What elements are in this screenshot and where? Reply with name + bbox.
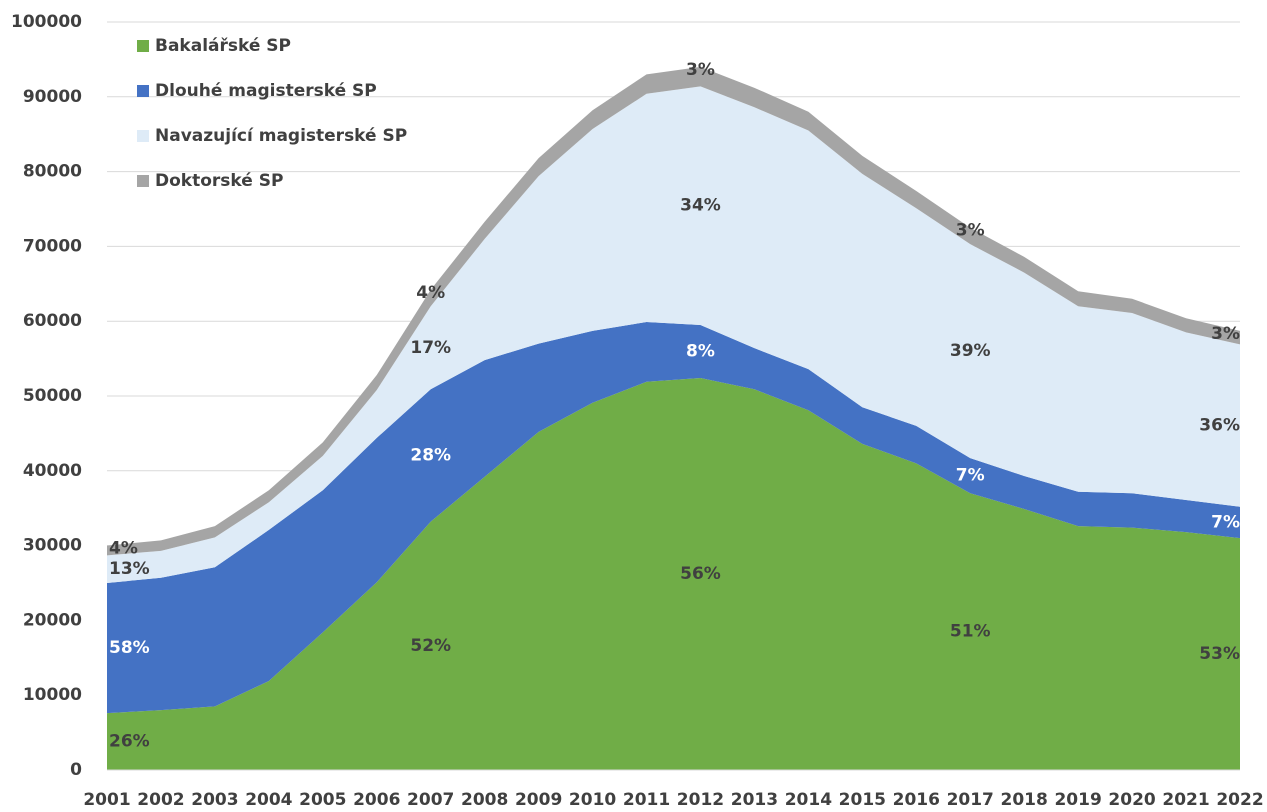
y-tick-label: 40000	[23, 461, 82, 481]
area	[107, 321, 1240, 714]
data-label: 3%	[956, 221, 985, 241]
legend-swatch	[137, 175, 149, 187]
y-tick-label: 80000	[23, 162, 82, 182]
legend-swatch	[137, 130, 149, 142]
data-label: 4%	[109, 539, 138, 559]
x-tick-label: 2017	[947, 790, 994, 810]
x-tick-label: 2007	[407, 790, 454, 810]
data-label: 26%	[109, 732, 150, 752]
area	[107, 86, 1240, 583]
x-tick-label: 2006	[353, 790, 400, 810]
legend-label: Dlouhé magisterské SP	[155, 81, 377, 101]
y-tick-label: 70000	[23, 236, 82, 256]
x-tick-label: 2010	[569, 790, 616, 810]
x-tick-label: 2016	[893, 790, 940, 810]
x-tick-label: 2014	[785, 790, 832, 810]
data-label: 7%	[1211, 512, 1240, 532]
data-label: 4%	[416, 283, 445, 303]
legend-label: Navazující magisterské SP	[155, 126, 407, 146]
y-tick-label: 90000	[23, 87, 82, 107]
data-label: 51%	[950, 622, 991, 642]
y-tick-label: 20000	[23, 610, 82, 630]
data-label: 28%	[410, 445, 451, 465]
y-tick-label: 60000	[23, 311, 82, 331]
data-label: 53%	[1199, 644, 1240, 664]
data-label: 3%	[686, 60, 715, 80]
data-label: 8%	[686, 341, 715, 361]
x-tick-label: 2022	[1216, 790, 1263, 810]
y-tick-label: 100000	[11, 12, 82, 32]
data-label: 39%	[950, 341, 991, 361]
data-label: 56%	[680, 564, 721, 584]
legend-swatch	[137, 40, 149, 52]
data-label: 3%	[1211, 324, 1240, 344]
x-tick-label: 2004	[245, 790, 292, 810]
x-tick-label: 2009	[515, 790, 562, 810]
y-tick-label: 10000	[23, 685, 82, 705]
legend-label: Doktorské SP	[155, 171, 283, 191]
x-tick-label: 2005	[299, 790, 346, 810]
data-label: 17%	[410, 338, 451, 358]
data-label: 52%	[410, 636, 451, 656]
y-tick-label: 30000	[23, 536, 82, 556]
x-tick-label: 2021	[1162, 790, 1209, 810]
data-label: 7%	[956, 466, 985, 486]
y-tick-label: 0	[70, 760, 82, 780]
x-tick-label: 2015	[839, 790, 886, 810]
x-tick-label: 2011	[623, 790, 670, 810]
x-tick-label: 2001	[83, 790, 130, 810]
area	[107, 378, 1240, 770]
data-label: 58%	[109, 638, 150, 658]
y-tick-label: 50000	[23, 386, 82, 406]
x-tick-label: 2020	[1108, 790, 1155, 810]
data-label: 13%	[109, 559, 150, 579]
data-label: 34%	[680, 196, 721, 216]
data-label: 36%	[1199, 416, 1240, 436]
legend-label: Bakalářské SP	[155, 36, 291, 56]
x-tick-label: 2012	[677, 790, 724, 810]
x-tick-label: 2018	[1001, 790, 1048, 810]
legend-swatch	[137, 85, 149, 97]
x-tick-label: 2019	[1054, 790, 1101, 810]
x-tick-label: 2013	[731, 790, 778, 810]
x-tick-label: 2003	[191, 790, 238, 810]
x-tick-label: 2002	[137, 790, 184, 810]
x-tick-label: 2008	[461, 790, 508, 810]
